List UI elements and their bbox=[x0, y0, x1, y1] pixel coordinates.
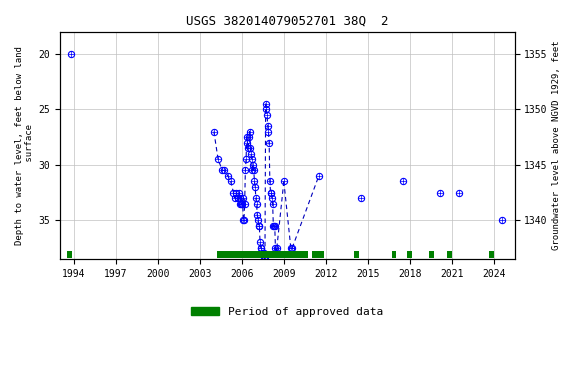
Bar bbox=[490, 252, 494, 258]
Y-axis label: Depth to water level, feet below land
 surface: Depth to water level, feet below land su… bbox=[15, 46, 35, 245]
Legend: Period of approved data: Period of approved data bbox=[187, 303, 388, 321]
Bar bbox=[448, 252, 452, 258]
Bar bbox=[217, 252, 308, 258]
Bar bbox=[312, 252, 324, 258]
Title: USGS 382014079052701 38Q  2: USGS 382014079052701 38Q 2 bbox=[186, 15, 389, 28]
Bar bbox=[392, 252, 396, 258]
Bar bbox=[354, 252, 359, 258]
Bar bbox=[429, 252, 434, 258]
Bar bbox=[67, 252, 72, 258]
Y-axis label: Groundwater level above NGVD 1929, feet: Groundwater level above NGVD 1929, feet bbox=[552, 41, 561, 250]
Bar bbox=[407, 252, 412, 258]
